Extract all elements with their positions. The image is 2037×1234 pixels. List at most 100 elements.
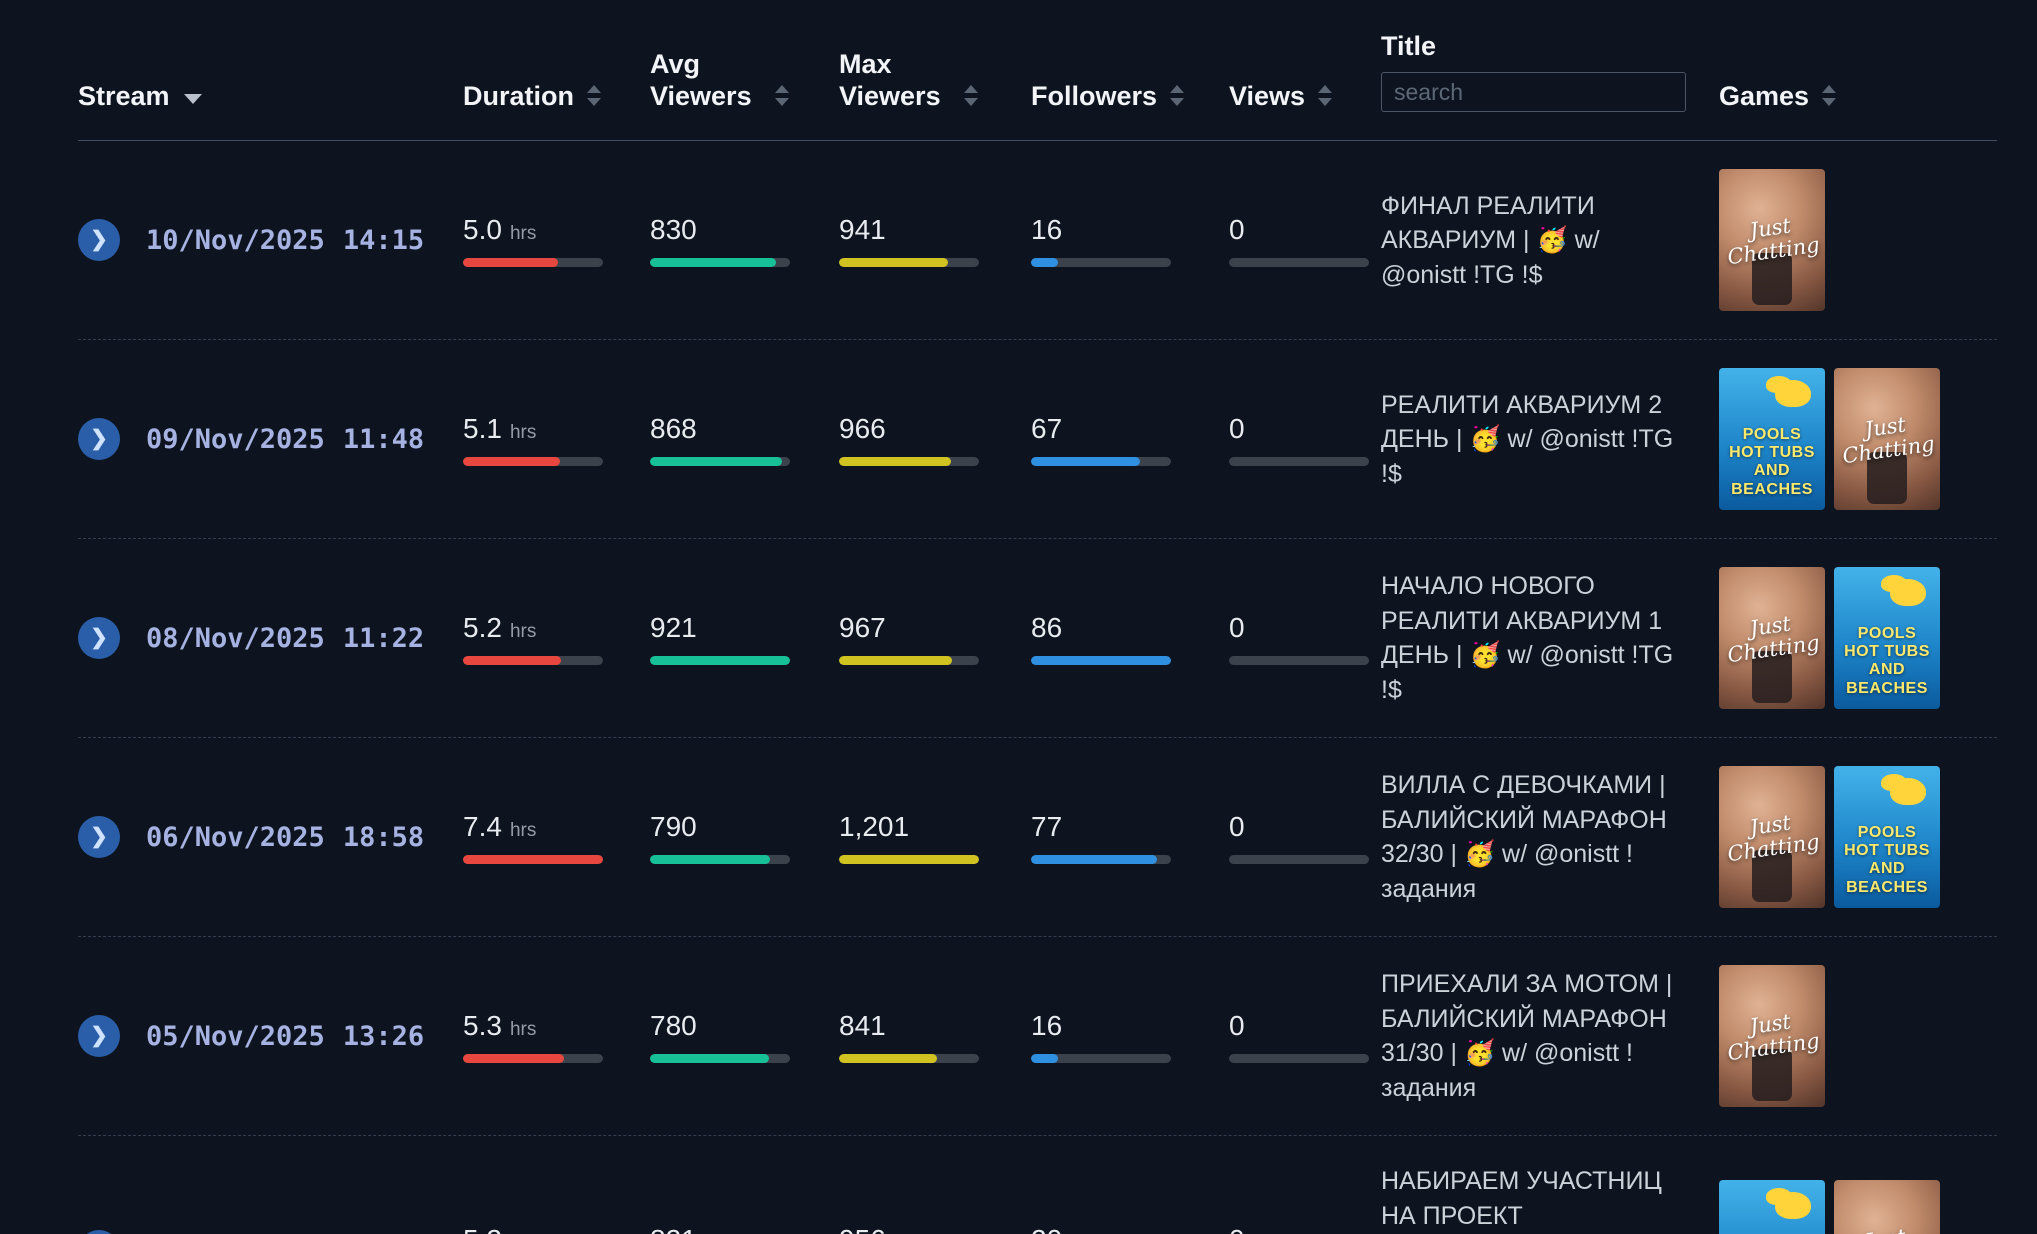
title-header-label: Title [1381, 31, 1437, 61]
sort-icon [587, 85, 601, 107]
stream-title: ПРИЕХАЛИ ЗА МОТОМ | БАЛИЙСКИЙ МАРАФОН 31… [1381, 970, 1673, 1102]
max-viewers-bar-track [839, 854, 979, 864]
games-cell: Just Chatting POOLS HOT TUBS AND BEACHES [1719, 567, 1997, 710]
duration-bar-track [463, 1053, 603, 1063]
column-header-avg-viewers[interactable]: Avg Viewers [650, 48, 839, 113]
stream-date: 09/Nov/2025 [146, 423, 325, 455]
game-title-label: Just Chatting [1725, 1009, 1822, 1066]
avg-viewers-bar [650, 854, 771, 864]
stream-date-link[interactable]: 10/Nov/2025 14:15 [146, 225, 424, 256]
rubber-duck-icon [1775, 1191, 1811, 1219]
followers-value: 77 [1031, 810, 1063, 842]
avg-viewers-value: 821 [650, 1224, 697, 1234]
max-viewers-cell: 956 [839, 1224, 1031, 1234]
expand-row-button[interactable]: ❯ [78, 1015, 120, 1058]
duration-bar-track [463, 655, 603, 665]
stream-time: 18:58 [342, 821, 425, 853]
duration-cell: 5.2 hrs [463, 1224, 650, 1234]
followers-bar [1031, 1053, 1058, 1063]
max-viewers-bar [839, 257, 949, 267]
duration-bar [463, 257, 559, 267]
duration-cell: 5.2 hrs [463, 612, 650, 665]
game-thumbnail-pools[interactable]: POOLS HOT TUBS AND BEACHES [1834, 766, 1940, 909]
max-viewers-value: 966 [839, 412, 886, 444]
game-thumbnail-just-chatting[interactable]: Just Chatting [1719, 965, 1825, 1108]
expand-row-button[interactable]: ❯ [78, 816, 120, 859]
game-thumbnail-just-chatting[interactable]: Just Chatting [1834, 1179, 1940, 1234]
duration-bar [463, 655, 561, 665]
game-thumbnail-just-chatting[interactable]: Just Chatting [1719, 567, 1825, 710]
stream-date-link[interactable]: 09/Nov/2025 11:48 [146, 424, 424, 455]
column-header-views[interactable]: Views [1229, 80, 1381, 112]
duration-cell: 5.0 hrs [463, 214, 650, 267]
followers-value: 16 [1031, 213, 1063, 245]
avg-viewers-bar-track [650, 655, 790, 665]
duration-unit: hrs [509, 421, 537, 443]
game-thumbnail-pools[interactable]: POOLS HOT TUBS AND BEACHES [1719, 368, 1825, 511]
max-viewers-cell: 966 [839, 413, 1031, 466]
followers-value: 86 [1031, 611, 1063, 643]
games-cell: Just Chatting [1719, 169, 1997, 312]
stream-title: РЕАЛИТИ АКВАРИУМ 2 ДЕНЬ | 🥳 w/ @onistt !… [1381, 390, 1674, 488]
duration-unit: hrs [509, 620, 537, 642]
stream-title: НАБИРАЕМ УЧАСТНИЦ НА ПРОЕКТ БАЛИЙСКИЙ МА… [1381, 1167, 1662, 1230]
avg-viewers-header-label: Avg Viewers [650, 48, 752, 111]
max-viewers-cell: 1,201 [839, 811, 1031, 864]
sort-icon [1318, 85, 1333, 107]
table-row: ❯ 06/Nov/2025 18:58 7.4 hrs 790 1 [78, 738, 1997, 938]
stream-date: 08/Nov/2025 [146, 622, 325, 654]
duration-value: 5.3 [463, 1009, 502, 1041]
stream-date-link[interactable]: 08/Nov/2025 11:22 [146, 623, 424, 654]
avg-viewers-cell: 821 [650, 1224, 839, 1234]
column-header-duration[interactable]: Duration [463, 80, 650, 112]
column-header-title: Title [1381, 30, 1719, 113]
expand-row-button[interactable]: ❯ [78, 617, 120, 660]
game-thumbnail-just-chatting[interactable]: Just Chatting [1719, 766, 1825, 909]
views-cell: 0 [1229, 811, 1381, 864]
followers-cell: 67 [1031, 413, 1229, 466]
followers-cell: 77 [1031, 811, 1229, 864]
avg-viewers-cell: 780 [650, 1010, 839, 1063]
column-header-max-viewers[interactable]: Max Viewers [839, 48, 1031, 113]
avg-viewers-bar [650, 456, 782, 466]
stream-title: ФИНАЛ РЕАЛИТИ АКВАРИУМ | 🥳 w/ @onistt !T… [1381, 191, 1600, 289]
max-viewers-cell: 967 [839, 612, 1031, 665]
stream-time: 11:22 [342, 622, 425, 654]
max-viewers-value: 967 [839, 611, 886, 643]
column-header-followers[interactable]: Followers [1031, 80, 1229, 112]
stream-date: 05/Nov/2025 [146, 1020, 325, 1052]
duration-unit: hrs [509, 1018, 537, 1040]
max-viewers-value: 956 [839, 1224, 886, 1234]
views-cell: 0 [1229, 612, 1381, 665]
max-viewers-bar [839, 854, 979, 864]
views-cell: 0 [1229, 1010, 1381, 1063]
views-bar-track [1229, 655, 1369, 665]
duration-bar-track [463, 456, 603, 466]
duration-bar-track [463, 854, 603, 864]
followers-bar [1031, 257, 1058, 267]
column-header-stream[interactable]: Stream [78, 80, 463, 112]
expand-row-button[interactable]: ❯ [78, 418, 120, 461]
game-thumbnail-just-chatting[interactable]: Just Chatting [1719, 169, 1825, 312]
avg-viewers-bar [650, 655, 790, 665]
game-thumbnail-just-chatting[interactable]: Just Chatting [1834, 368, 1940, 511]
expand-row-button[interactable]: ❯ [78, 1229, 120, 1234]
column-header-games[interactable]: Games [1719, 80, 1997, 112]
followers-cell: 20 [1031, 1224, 1229, 1234]
followers-cell: 86 [1031, 612, 1229, 665]
duration-value: 7.4 [463, 810, 502, 842]
game-thumbnail-pools[interactable]: POOLS HOT TUBS AND BEACHES [1834, 567, 1940, 710]
game-thumbnail-pools[interactable]: POOLS HOT TUBS AND BEACHES [1719, 1179, 1825, 1234]
sort-icon [1170, 85, 1185, 107]
table-row: ❯ 05/Nov/2025 13:26 5.3 hrs 780 8 [78, 937, 1997, 1137]
followers-cell: 16 [1031, 1010, 1229, 1063]
avg-viewers-bar-track [650, 1053, 790, 1063]
stream-date-link[interactable]: 06/Nov/2025 18:58 [146, 822, 424, 853]
title-search-input[interactable] [1381, 72, 1686, 113]
views-value: 0 [1229, 213, 1245, 245]
sort-icon [775, 85, 789, 107]
expand-row-button[interactable]: ❯ [78, 219, 120, 262]
stream-header-label: Stream [78, 81, 170, 111]
stream-date-link[interactable]: 05/Nov/2025 13:26 [146, 1021, 424, 1052]
